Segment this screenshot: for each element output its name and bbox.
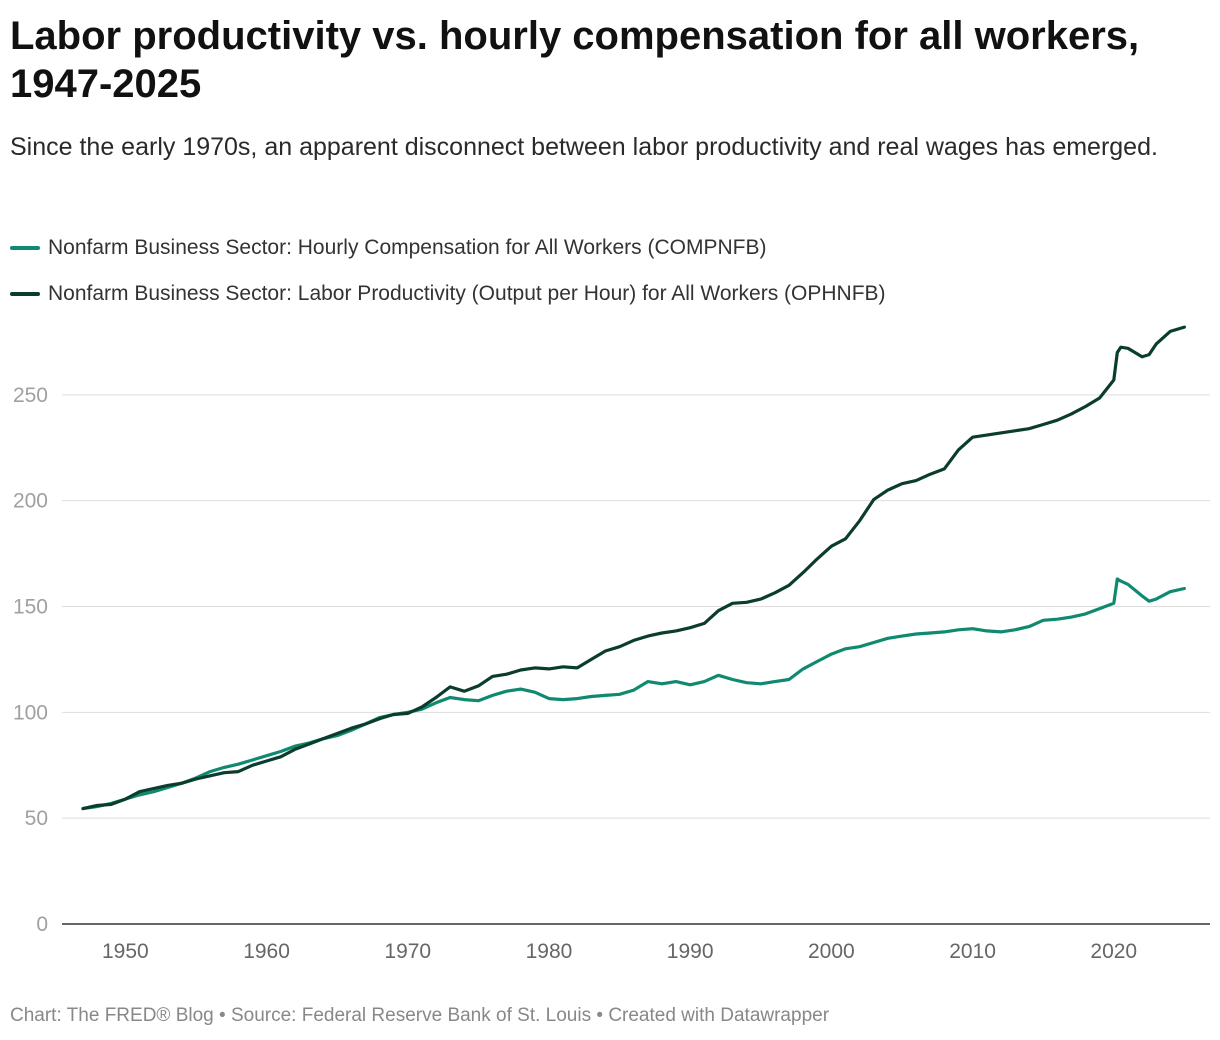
y-tick-label: 0 [36, 913, 48, 936]
x-tick-label: 1980 [526, 940, 573, 963]
legend-item-productivity: Nonfarm Business Sector: Labor Productiv… [10, 271, 1200, 317]
chart-legend: Nonfarm Business Sector: Hourly Compensa… [10, 225, 1200, 317]
x-axis-labels: 1950 1960 1970 1980 1990 2000 2010 2020 [102, 940, 1137, 963]
legend-swatch-compensation [10, 246, 40, 250]
x-tick-label: 1990 [667, 940, 714, 963]
x-tick-label: 2010 [949, 940, 996, 963]
y-tick-label: 150 [13, 596, 48, 619]
x-tick-label: 2020 [1090, 940, 1137, 963]
footer-created-with: Created with Datawrapper [608, 1005, 830, 1026]
x-tick-label: 1950 [102, 940, 149, 963]
x-tick-label: 1960 [243, 940, 290, 963]
chart-subtitle: Since the early 1970s, an apparent disco… [10, 133, 1158, 161]
legend-item-compensation: Nonfarm Business Sector: Hourly Compensa… [10, 225, 1200, 271]
series-line-productivity [81, 325, 1187, 811]
footer-chart-credit: Chart: The FRED® Blog [10, 1005, 214, 1026]
y-axis-labels: 0 50 100 150 200 250 [13, 384, 48, 936]
legend-label-compensation: Nonfarm Business Sector: Hourly Compensa… [48, 236, 767, 259]
series-lines [81, 325, 1187, 811]
x-tick-label: 2000 [808, 940, 855, 963]
x-tick-label: 1970 [384, 940, 431, 963]
chart-title: Labor productivity vs. hourly compensati… [10, 14, 1140, 106]
legend-swatch-productivity [10, 292, 40, 296]
y-tick-label: 50 [25, 807, 48, 830]
footer-source: Source: Federal Reserve Bank of St. Loui… [230, 1005, 592, 1026]
gridlines [62, 394, 1210, 819]
footer-separator: • [213, 1005, 231, 1026]
y-tick-label: 100 [13, 701, 48, 724]
series-line-compensation [81, 577, 1187, 811]
chart-footer: Chart: The FRED® Blog • Source: Federal … [10, 1005, 829, 1027]
line-chart: 0 50 100 150 200 250 1950 1960 1970 1980 1990 2000… [13, 325, 1210, 963]
footer-separator: • [591, 1005, 609, 1026]
legend-label-productivity: Nonfarm Business Sector: Labor Productiv… [48, 282, 886, 305]
y-tick-label: 200 [13, 490, 48, 513]
y-tick-label: 250 [13, 384, 48, 407]
